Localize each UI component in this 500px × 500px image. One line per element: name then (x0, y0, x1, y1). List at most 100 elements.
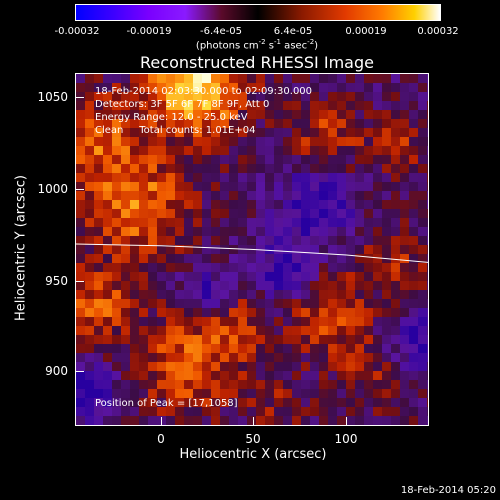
heatmap-cell (382, 362, 391, 371)
heatmap-cell (328, 128, 337, 137)
heatmap-cell (346, 218, 355, 227)
heatmap-cell (193, 281, 202, 290)
heatmap-cell (166, 308, 175, 317)
heatmap-cell (148, 263, 157, 272)
heatmap-cell (229, 389, 238, 398)
heatmap-cell (400, 344, 409, 353)
heatmap-cell (283, 110, 292, 119)
heatmap-cell (373, 353, 382, 362)
heatmap-cell (400, 200, 409, 209)
heatmap-cell (409, 137, 418, 146)
heatmap-cell (193, 218, 202, 227)
heatmap-cell (76, 290, 85, 299)
heatmap-cell (157, 290, 166, 299)
heatmap-cell (85, 137, 94, 146)
heatmap-cell (301, 110, 310, 119)
heatmap-cell (373, 380, 382, 389)
heatmap-cell (328, 74, 337, 83)
heatmap-cell (418, 326, 427, 335)
heatmap-cell (337, 272, 346, 281)
heatmap-cell (166, 272, 175, 281)
heatmap-cell (85, 146, 94, 155)
heatmap-cell (130, 155, 139, 164)
heatmap-cell (94, 236, 103, 245)
heatmap-cell (292, 101, 301, 110)
heatmap-cell (94, 137, 103, 146)
time-range-annotation: 18-Feb-2014 02:03:30.000 to 02:09:30.000 (95, 86, 313, 97)
heatmap-cell (175, 191, 184, 200)
heatmap-cell (337, 335, 346, 344)
heatmap-cell (364, 164, 373, 173)
heatmap-cell (229, 362, 238, 371)
heatmap-cell (238, 155, 247, 164)
heatmap-image (76, 74, 428, 425)
heatmap-cell (310, 236, 319, 245)
heatmap-cell (319, 182, 328, 191)
heatmap-cell (418, 209, 427, 218)
heatmap-cell (382, 317, 391, 326)
heatmap-cell (328, 119, 337, 128)
heatmap-cell (409, 191, 418, 200)
heatmap-cell (76, 146, 85, 155)
heatmap-cell (94, 272, 103, 281)
heatmap-cell (157, 227, 166, 236)
x-tick-label: 100 (334, 432, 358, 446)
heatmap-cell (364, 317, 373, 326)
heatmap-cell (256, 182, 265, 191)
heatmap-cell (238, 200, 247, 209)
heatmap-cell (364, 272, 373, 281)
heatmap-cell (418, 317, 427, 326)
heatmap-cell (148, 416, 157, 425)
heatmap-cell (94, 389, 103, 398)
heatmap-cell (337, 326, 346, 335)
heatmap-cell (184, 254, 193, 263)
heatmap-cell (211, 389, 220, 398)
heatmap-cell (337, 299, 346, 308)
heatmap-cell (292, 155, 301, 164)
heatmap-cell (274, 317, 283, 326)
heatmap-cell (139, 380, 148, 389)
heatmap-cell (130, 218, 139, 227)
heatmap-cell (319, 335, 328, 344)
heatmap-cell (247, 407, 256, 416)
heatmap-cell (139, 335, 148, 344)
heatmap-cell (382, 110, 391, 119)
heatmap-cell (148, 308, 157, 317)
heatmap-cell (229, 200, 238, 209)
heatmap-cell (247, 173, 256, 182)
heatmap-cell (292, 398, 301, 407)
heatmap-cell (220, 83, 229, 92)
heatmap-cell (418, 344, 427, 353)
heatmap-cell (85, 281, 94, 290)
heatmap-cell (391, 353, 400, 362)
heatmap-cell (265, 362, 274, 371)
heatmap-cell (130, 398, 139, 407)
heatmap-cell (130, 209, 139, 218)
heatmap-cell (85, 389, 94, 398)
heatmap-cell (85, 110, 94, 119)
heatmap-cell (418, 74, 427, 83)
heatmap-cell (94, 290, 103, 299)
heatmap-cell (94, 353, 103, 362)
heatmap-cell (166, 263, 175, 272)
heatmap-cell (202, 272, 211, 281)
heatmap-cell (103, 119, 112, 128)
heatmap-cell (229, 182, 238, 191)
heatmap-cell (301, 146, 310, 155)
heatmap-cell (283, 164, 292, 173)
y-axis-label: Heliocentric Y (arcsec) (13, 175, 29, 321)
heatmap-cell (130, 362, 139, 371)
heatmap-cell (319, 326, 328, 335)
heatmap-cell (175, 92, 184, 101)
heatmap-cell (211, 416, 220, 425)
heatmap-cell (265, 173, 274, 182)
heatmap-cell (139, 101, 148, 110)
heatmap-cell (130, 407, 139, 416)
heatmap-cell (193, 164, 202, 173)
heatmap-cell (391, 101, 400, 110)
heatmap-cell (175, 380, 184, 389)
heatmap-cell (220, 272, 229, 281)
heatmap-cell (247, 344, 256, 353)
heatmap-cell (211, 209, 220, 218)
heatmap-cell (328, 146, 337, 155)
